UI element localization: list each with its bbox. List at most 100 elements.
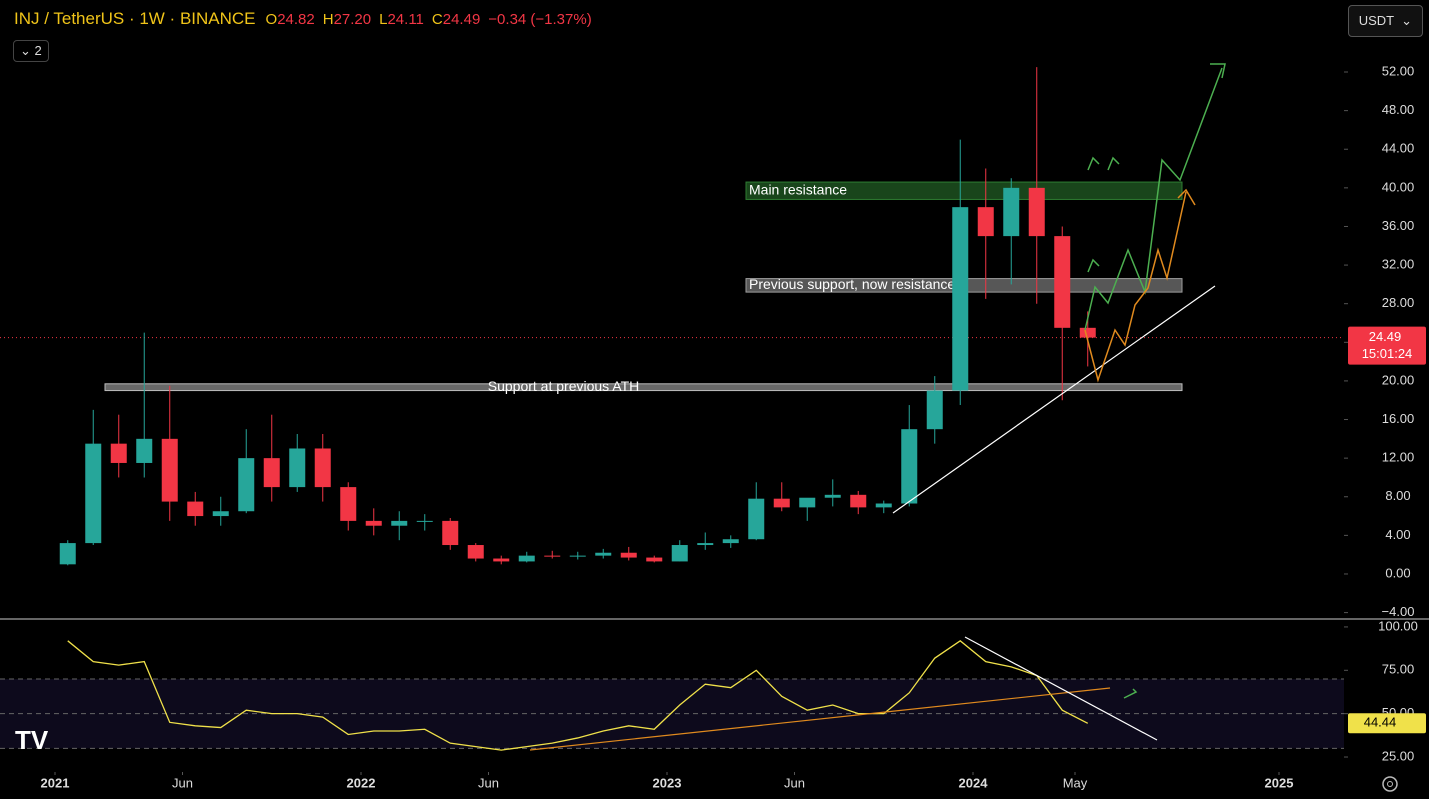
y-tick-label: 12.00 [1382, 450, 1415, 465]
rsi-trendline [529, 687, 1111, 751]
logo: TV [15, 725, 49, 755]
candle-body [697, 543, 714, 546]
candle-body [110, 443, 127, 463]
y-tick-label: −4.00 [1382, 604, 1415, 619]
y-tick-label: 16.00 [1382, 411, 1415, 426]
candle-body [365, 520, 382, 526]
candle-body [493, 558, 510, 562]
y-tick-label: 32.00 [1382, 257, 1415, 272]
y-tick-label: 25.00 [1382, 748, 1415, 763]
zone-label: Previous support, now resistance [749, 276, 955, 292]
arrowhead [1177, 188, 1196, 206]
ohlc-key: H [322, 11, 334, 28]
x-tick-label: Jun [478, 775, 499, 790]
arrowhead [1210, 63, 1226, 79]
countdown: 15:01:24 [1362, 346, 1413, 361]
x-tick-label: Jun [172, 775, 193, 790]
candle-body [442, 520, 459, 546]
candle-body [314, 448, 331, 488]
candle-body [518, 555, 535, 562]
x-tick-label: 2022 [347, 775, 376, 790]
candle-body [212, 511, 229, 517]
last-price-box [1348, 326, 1426, 365]
indicator-toggle[interactable]: ⌄ 2 [13, 40, 49, 62]
ohlc-value: 24.82 [277, 11, 315, 28]
rsi-value-box [1348, 713, 1426, 734]
y-tick-label: 75.00 [1382, 662, 1415, 677]
y-tick-label: 36.00 [1382, 218, 1415, 233]
candle-body [544, 555, 561, 557]
candle-body [238, 458, 255, 512]
ohlc-key: C [431, 11, 443, 28]
ohlc-key: O [265, 11, 278, 28]
candle-body [340, 487, 357, 521]
candle-body [952, 207, 969, 391]
symbol-header: INJ / TetherUS · 1W · BINANCE O24.82 H27.… [14, 9, 592, 29]
x-tick-label: 2024 [959, 775, 989, 790]
bull-path [1084, 67, 1223, 331]
ohlc-value: 24.11 [387, 11, 424, 28]
y-tick-label: 20.00 [1382, 372, 1415, 387]
candle-body [824, 494, 841, 498]
candle-body [391, 520, 408, 526]
currency: USDT [1358, 13, 1394, 28]
candle-body [799, 497, 816, 508]
x-tick-label: May [1063, 775, 1088, 790]
y-tick-label: 4.00 [1385, 527, 1410, 542]
last-price-label: 24.49 [1369, 329, 1402, 344]
zone [104, 383, 1183, 392]
candle-body [671, 545, 688, 562]
candle-body [1028, 187, 1045, 237]
indicator-count: 2 [34, 43, 42, 58]
rsi-value-label: 44.44 [1364, 715, 1397, 730]
ohlc-value: 24.49 [442, 11, 481, 28]
ohlc: O24.82 H27.20 L24.11 C24.49 −0.34 (−1.37%) [266, 11, 592, 29]
zone-label: Main resistance [749, 181, 847, 197]
y-tick-label: 40.00 [1382, 179, 1415, 194]
candle-body [901, 429, 918, 504]
arrow-marks [1087, 156, 1138, 699]
candle-body [416, 520, 433, 522]
x-tick-label: Jun [784, 775, 805, 790]
y-tick-label: 44.00 [1382, 141, 1415, 156]
candle-body [977, 207, 994, 237]
candle-body [722, 539, 739, 544]
candle-body [59, 543, 76, 565]
currency-select[interactable]: USDT ⌄ [1347, 5, 1423, 37]
x-tick-label: 2025 [1265, 775, 1294, 790]
candle-body [85, 443, 102, 544]
candle-body [161, 438, 178, 502]
candle-body [748, 498, 765, 540]
trendline [892, 285, 1216, 514]
candle-body [1079, 327, 1096, 338]
candle-body [1054, 236, 1071, 328]
candle-body [646, 557, 663, 562]
ohlc-key: L [379, 11, 388, 28]
symbol[interactable]: INJ / TetherUS · 1W · BINANCE [14, 9, 256, 28]
candle-body [773, 498, 790, 508]
candle-body [850, 494, 867, 508]
candle-body [569, 555, 586, 557]
candle-body [1003, 187, 1020, 237]
y-tick-label: 52.00 [1382, 63, 1415, 78]
y-tick-label: 0.00 [1385, 565, 1410, 580]
change: −0.34 (−1.37%) [488, 11, 592, 28]
zone-label: Support at previous ATH [488, 378, 639, 394]
candle-body [289, 448, 306, 488]
x-tick-label: 2023 [653, 775, 682, 790]
settings-icon[interactable] [1382, 776, 1398, 792]
candle-body [136, 438, 153, 463]
drawings [529, 63, 1226, 751]
y-tick-label: 28.00 [1382, 295, 1415, 310]
candle-body [263, 458, 280, 488]
y-tick-label: 100.00 [1378, 618, 1418, 633]
candle-body [467, 545, 484, 559]
rsi-trendline [964, 636, 1158, 741]
zone [745, 181, 1183, 200]
y-tick-label: 8.00 [1385, 488, 1410, 503]
ohlc-value: 27.20 [333, 11, 372, 28]
rsi-line [67, 640, 1089, 751]
x-tick-label: 2021 [41, 775, 70, 790]
